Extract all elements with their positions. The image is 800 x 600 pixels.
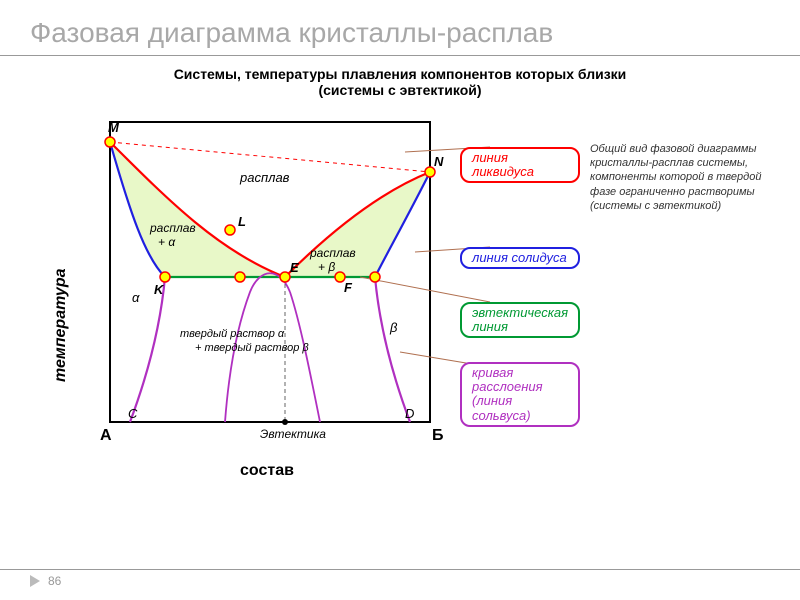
svg-text:N: N xyxy=(434,154,444,169)
svg-text:C: C xyxy=(128,406,138,421)
svg-text:E: E xyxy=(290,260,299,275)
footer: 86 xyxy=(0,569,800,592)
svg-text:D: D xyxy=(405,406,414,421)
side-caption: Общий вид фазовой диаграммы кристаллы-ра… xyxy=(590,142,790,213)
svg-text:расплав: расплав xyxy=(149,221,196,235)
page-number: 86 xyxy=(48,574,61,588)
svg-text:+ α: + α xyxy=(158,235,176,249)
svg-text:расплав: расплав xyxy=(309,246,356,260)
svg-text:А: А xyxy=(100,427,112,444)
y-axis-label: температура xyxy=(52,268,70,382)
legend-box: кривая расслоения (линия сольвуса) xyxy=(460,362,580,427)
subtitle: Системы, температуры плавления компонент… xyxy=(140,66,660,98)
svg-text:β: β xyxy=(389,320,398,335)
slide-title: Фазовая диаграмма кристаллы-расплав xyxy=(0,0,800,56)
svg-text:α: α xyxy=(132,290,140,305)
content-area: температура MNKEFLрасплаврасплав+ αраспл… xyxy=(0,102,800,542)
x-axis-label: состав xyxy=(240,462,294,480)
svg-text:+ твердый раствор β: + твердый раствор β xyxy=(195,342,309,354)
svg-text:расплав: расплав xyxy=(239,170,290,185)
svg-text:F: F xyxy=(344,280,353,295)
legend-box: линия солидуса xyxy=(460,247,580,269)
svg-text:K: K xyxy=(154,282,165,297)
svg-text:M: M xyxy=(108,120,120,135)
next-arrow-icon[interactable] xyxy=(30,575,40,587)
svg-text:L: L xyxy=(238,214,246,229)
svg-text:Б: Б xyxy=(432,427,444,444)
svg-text:Эвтектика: Эвтектика xyxy=(260,427,326,441)
legend-box: эвтектическая линия xyxy=(460,302,580,339)
legend-box: линия ликвидуса xyxy=(460,147,580,184)
svg-text:+ β: + β xyxy=(318,260,335,274)
svg-text:твердый раствор α: твердый раствор α xyxy=(180,328,285,340)
